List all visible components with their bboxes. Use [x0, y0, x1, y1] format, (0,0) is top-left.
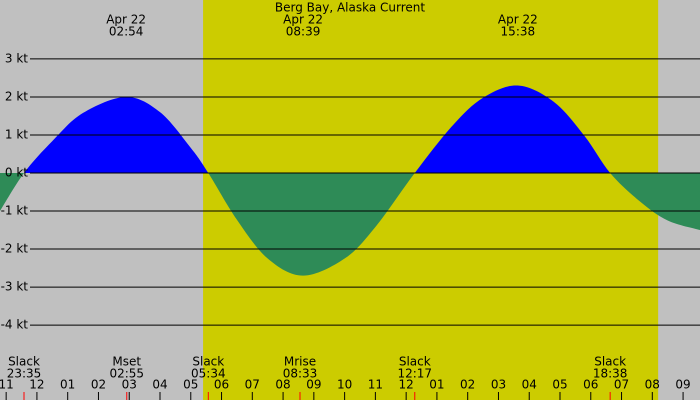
extreme-date: Apr 22: [106, 13, 146, 27]
flood-area: [24, 85, 611, 174]
x-tick-label: 12: [29, 378, 44, 392]
x-tick-label: 08: [645, 378, 660, 392]
x-tick-label: 07: [614, 378, 629, 392]
x-tick-label: 09: [306, 378, 321, 392]
x-tick-label: 11: [0, 378, 14, 392]
x-tick-label: 05: [183, 378, 198, 392]
y-tick-label: -3 kt: [1, 280, 29, 294]
y-tick-label: 1 kt: [5, 127, 28, 141]
ebb-area: [0, 173, 700, 276]
x-tick-label: 05: [552, 378, 567, 392]
x-tick-label: 11: [368, 378, 383, 392]
extreme-time: 15:38: [501, 25, 536, 39]
x-tick-label: 08: [275, 378, 290, 392]
x-tick-label: 09: [675, 378, 690, 392]
event-label: Slack: [594, 355, 626, 369]
x-tick-label: 10: [337, 378, 352, 392]
event-label: Slack: [192, 355, 224, 369]
event-time: 02:55: [109, 367, 144, 381]
x-tick-label: 02: [91, 378, 106, 392]
y-tick-label: -1 kt: [1, 204, 29, 218]
x-tick-label: 03: [491, 378, 506, 392]
event-time: 05:34: [191, 367, 226, 381]
event-label: Mset: [112, 355, 141, 369]
extreme-time: 02:54: [109, 25, 144, 39]
x-tick-label: 04: [522, 378, 537, 392]
extreme-time: 08:39: [286, 25, 321, 39]
x-tick-label: 03: [122, 378, 137, 392]
x-tick-label: 01: [429, 378, 444, 392]
event-time: 23:35: [7, 367, 42, 381]
x-tick-label: 04: [152, 378, 167, 392]
event-label: Slack: [8, 355, 40, 369]
event-time: 08:33: [283, 367, 318, 381]
extreme-date: Apr 22: [498, 13, 538, 27]
x-tick-label: 07: [245, 378, 260, 392]
x-tick-label: 02: [460, 378, 475, 392]
chart-title: Berg Bay, Alaska Current: [275, 1, 426, 15]
y-tick-label: 3 kt: [5, 51, 28, 65]
x-tick-label: 06: [214, 378, 229, 392]
y-tick-label: 2 kt: [5, 89, 28, 103]
extreme-date: Apr 22: [283, 13, 323, 27]
y-tick-label: -4 kt: [1, 318, 29, 332]
event-label: Mrise: [284, 355, 316, 369]
event-time: 12:17: [397, 367, 432, 381]
x-tick-label: 01: [60, 378, 75, 392]
x-tick-label: 12: [399, 378, 414, 392]
y-tick-label: -2 kt: [1, 242, 29, 256]
x-tick-label: 06: [583, 378, 598, 392]
y-tick-label: 0 kt: [5, 166, 28, 180]
event-label: Slack: [399, 355, 431, 369]
event-time: 18:38: [593, 367, 628, 381]
